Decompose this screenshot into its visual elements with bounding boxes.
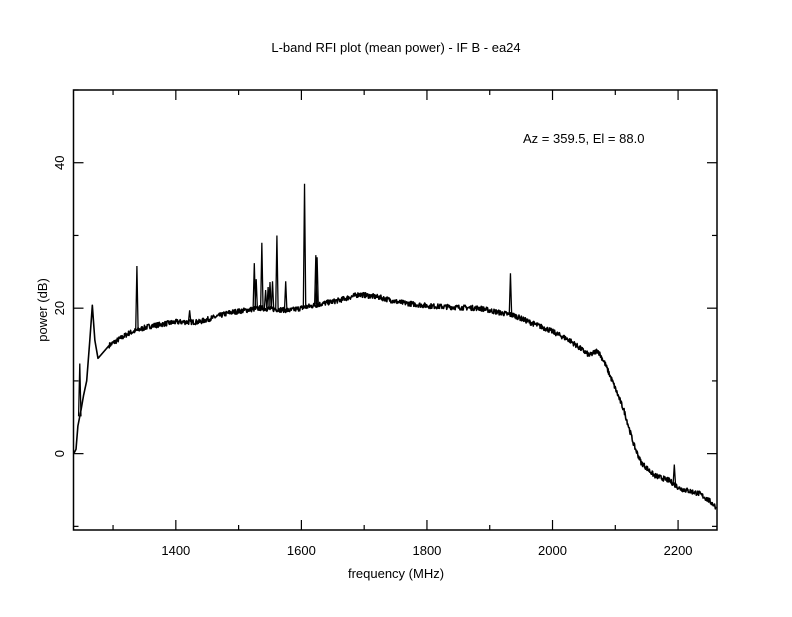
rfi-spike [270,281,275,310]
rfi-spike [263,289,268,309]
x-tick-label: 2200 [664,543,693,558]
rfi-spike [254,279,259,309]
y-axis-label: power (dB) [35,278,50,342]
rfi-spike [315,257,319,305]
rfi-spike [275,235,279,310]
x-tick-label: 1600 [287,543,316,558]
y-tick-label: 0 [52,450,67,457]
rfi-spike [77,363,82,417]
chart-title: L-band RFI plot (mean power) - IF B - ea… [271,40,520,55]
rfi-spike [508,273,513,315]
rfi-spike [302,183,307,308]
power-spectrum-line [73,291,717,510]
y-tick-label: 20 [52,301,67,315]
rfi-spike [135,265,139,331]
x-tick-label: 1800 [412,543,441,558]
x-tick-label: 2000 [538,543,567,558]
rfi-spike [268,281,272,309]
x-axis-label: frequency (MHz) [348,566,444,581]
y-tick-label: 40 [52,155,67,169]
rfi-spike [672,464,677,485]
x-tick-label: 1400 [161,543,190,558]
plot-area [73,183,717,510]
rfi-spike [259,242,264,309]
rfi-spike [283,281,288,311]
chart-annotation: Az = 359.5, El = 88.0 [523,131,644,146]
rfi-spike [187,310,192,323]
plot-frame [72,89,718,531]
